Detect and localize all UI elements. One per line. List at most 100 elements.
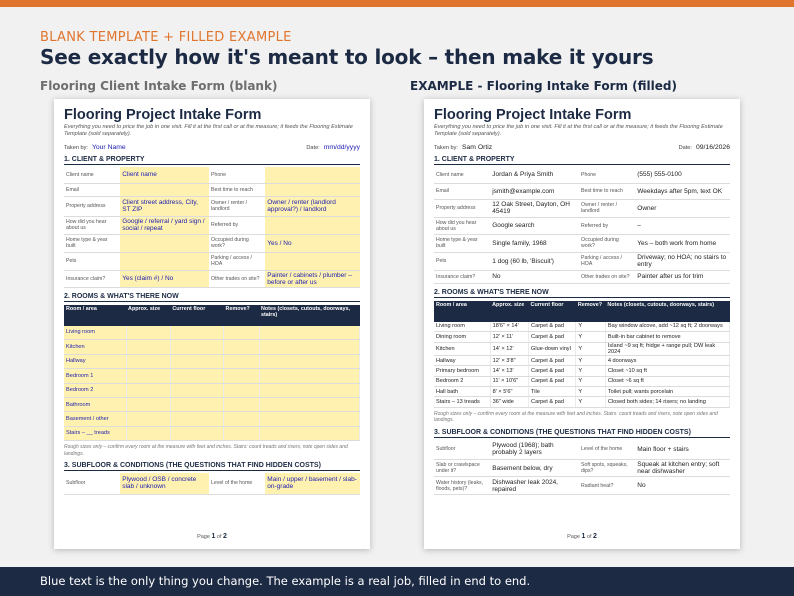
field-value: Painter after us for trim bbox=[635, 270, 730, 284]
cell bbox=[126, 368, 171, 384]
cell: Carpet & pad bbox=[528, 355, 577, 367]
field-value: Weekdays after 5pm, text OK bbox=[635, 183, 730, 200]
cell bbox=[170, 383, 225, 398]
cell bbox=[259, 354, 360, 370]
field-label: Subfloor bbox=[64, 473, 121, 495]
cell: Hallway bbox=[64, 354, 127, 370]
cell: Y bbox=[575, 355, 606, 367]
table-row: Primary bedroom 14' × 13' Carpet & pad Y Clo… bbox=[434, 365, 731, 377]
field-value: Owner bbox=[635, 199, 730, 218]
cell bbox=[223, 354, 260, 370]
footer-bar: Blue text is the only thing you change. … bbox=[0, 567, 794, 596]
field-label: Email bbox=[64, 183, 121, 197]
field-label: Pets bbox=[64, 252, 121, 271]
cell: Living room bbox=[64, 325, 127, 341]
field-value: Jordan & Priya Smith bbox=[490, 167, 580, 184]
field-value: Basement below, dry bbox=[490, 459, 580, 478]
table-row: Dining room 12' × 11' Carpet & pad Y Built-i… bbox=[434, 331, 731, 343]
cell bbox=[223, 397, 260, 413]
date-label: Date: bbox=[306, 145, 320, 151]
cell: Bedroom 2 bbox=[434, 376, 491, 388]
field-value bbox=[120, 234, 210, 253]
col-header: Notes (closets, cutouts, doorways, stair… bbox=[605, 300, 730, 322]
field-label: Phone bbox=[209, 167, 266, 184]
cell bbox=[170, 397, 225, 413]
field-value: Dishwasher leak 2024, repaired bbox=[490, 476, 580, 496]
cell: Kitchen bbox=[64, 339, 127, 355]
col-header: Notes (closets, cutouts, doorways, stair… bbox=[259, 304, 360, 326]
field-value: Squeak at kitchen entry; soft near dishw… bbox=[635, 459, 730, 478]
rooms-table: Room / area Approx. size Current floor R… bbox=[64, 304, 360, 442]
col-header: Approx. size bbox=[126, 304, 171, 326]
cell: Bay window alcove, add ~12 sq ft; 2 door… bbox=[605, 321, 731, 333]
cell bbox=[223, 325, 260, 341]
field-value: 1 dog (60 lb, 'Biscuit') bbox=[490, 252, 580, 271]
cell bbox=[259, 368, 360, 384]
cell bbox=[170, 325, 225, 341]
cell: Bathroom bbox=[64, 397, 127, 413]
blank-form-label: Flooring Client Intake Form (blank) bbox=[40, 79, 278, 93]
field-label: Property address bbox=[434, 199, 491, 218]
cell bbox=[126, 383, 171, 398]
col-header: Room / area bbox=[434, 300, 491, 322]
taken-by-label: Taken by: bbox=[434, 145, 458, 151]
field-label: Level of the home bbox=[209, 473, 266, 495]
field-value: Yes – both work from home bbox=[635, 234, 730, 253]
field-label: Water history (leaks, floods, pets)? bbox=[434, 476, 491, 496]
field-label: Parking / access / HOA bbox=[209, 252, 266, 271]
field-label: Owner / renter / landlord bbox=[209, 196, 266, 217]
taken-by-row: Taken by: Sam Ortiz Date: 09/16/2026 bbox=[434, 144, 730, 151]
cell bbox=[126, 339, 171, 355]
filled-form-sheet: Flooring Project Intake Form Everything … bbox=[424, 99, 740, 549]
cell: Carpet & pad bbox=[528, 365, 577, 377]
cell: Tile bbox=[528, 386, 577, 398]
date-value: mm/dd/yyyy bbox=[323, 144, 360, 151]
section-rooms: 2. ROOMS & WHAT'S THERE NOW bbox=[434, 289, 730, 298]
page-number: Page 1 of 2 bbox=[197, 533, 227, 540]
field-value bbox=[120, 183, 210, 197]
field-label: Home type & year built bbox=[434, 234, 491, 253]
taken-by-row: Taken by: Your Name Date: mm/dd/yyyy bbox=[64, 144, 360, 151]
eyebrow-text: BLANK TEMPLATE + FILLED EXAMPLE bbox=[40, 30, 292, 45]
cell: Primary bedroom bbox=[434, 365, 491, 377]
cell bbox=[223, 383, 260, 398]
cell bbox=[259, 325, 360, 341]
col-header: Remove? bbox=[223, 304, 259, 326]
cell: Y bbox=[575, 396, 606, 408]
cell bbox=[170, 368, 225, 384]
field-value: Main floor + stairs bbox=[635, 439, 730, 461]
table-row: Stairs – __ treads bbox=[64, 426, 360, 442]
cell bbox=[259, 426, 360, 442]
blank-form-sheet: Flooring Project Intake Form Everything … bbox=[54, 99, 370, 549]
table-row: Bathroom bbox=[64, 397, 360, 413]
cell: Bedroom 1 bbox=[64, 368, 127, 384]
field-value: Yes (claim #) / No bbox=[120, 270, 210, 288]
field-value: Painter / cabinets / plumber – before or… bbox=[265, 270, 360, 288]
field-label: Parking / access / HOA bbox=[579, 252, 636, 271]
field-value: Client name bbox=[120, 167, 210, 184]
cell: 18'6" × 14' bbox=[490, 321, 530, 333]
client-fields-table: Client name Client name Phone Email Best ti… bbox=[64, 167, 360, 288]
field-label: Referred by bbox=[579, 217, 636, 235]
rooms-header-row: Room / area Approx. size Current floor R… bbox=[434, 300, 730, 322]
col-header: Room / area bbox=[64, 304, 127, 326]
table-row: Living room 18'6" × 14' Carpet & pad Y Bay w… bbox=[434, 321, 731, 333]
rooms-header-row: Room / area Approx. size Current floor R… bbox=[64, 304, 360, 326]
date-label: Date: bbox=[678, 145, 692, 151]
date-value: 09/16/2026 bbox=[695, 144, 730, 151]
table-row: Hallway bbox=[64, 354, 360, 370]
field-value: Yes / No bbox=[265, 234, 360, 253]
field-value: Main / upper / basement / slab-on-grade bbox=[265, 473, 360, 495]
cell bbox=[259, 339, 360, 355]
cell: Island ~9 sq ft; fridge + range pull; DW… bbox=[605, 342, 731, 357]
field-value: No bbox=[490, 270, 580, 284]
rooms-note: Rough sizes only – confirm every room at… bbox=[64, 444, 348, 457]
cell: Y bbox=[575, 386, 606, 398]
form-title: Flooring Project Intake Form bbox=[64, 107, 262, 123]
cell: Bedroom 2 bbox=[64, 383, 127, 398]
cell bbox=[170, 411, 225, 427]
field-label: Subfloor bbox=[434, 439, 491, 461]
table-row: Bedroom 2 bbox=[64, 383, 360, 398]
cell: Hall bath bbox=[434, 386, 491, 398]
field-value: Plywood / OSB / concrete slab / unknown bbox=[120, 473, 210, 495]
